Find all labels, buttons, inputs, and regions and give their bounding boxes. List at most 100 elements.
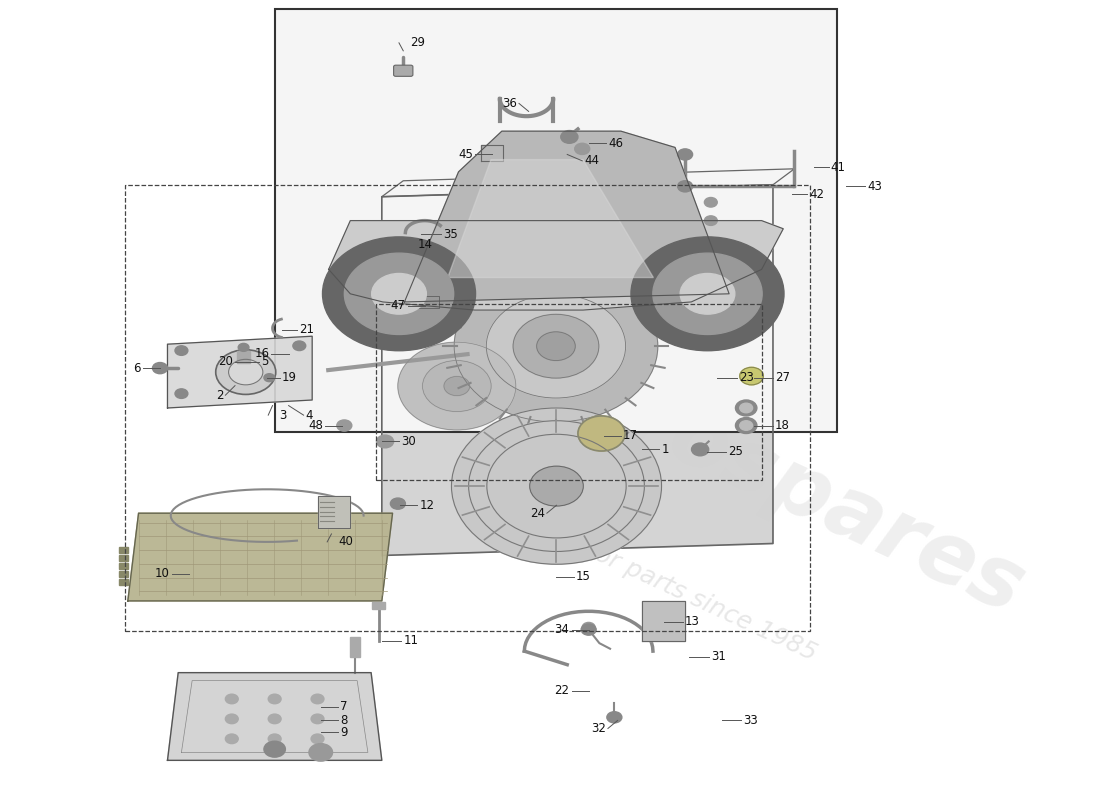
Circle shape xyxy=(739,421,752,430)
Circle shape xyxy=(311,714,324,724)
Circle shape xyxy=(678,181,693,192)
Circle shape xyxy=(692,443,708,456)
Circle shape xyxy=(451,408,661,564)
Circle shape xyxy=(704,198,717,207)
Text: 12: 12 xyxy=(419,498,435,512)
Circle shape xyxy=(444,377,470,396)
Text: 32: 32 xyxy=(591,722,606,735)
Text: 46: 46 xyxy=(608,137,623,150)
Text: 47: 47 xyxy=(390,299,406,313)
Text: 43: 43 xyxy=(867,180,882,193)
Circle shape xyxy=(578,416,625,451)
Bar xyxy=(372,602,385,609)
Circle shape xyxy=(704,216,717,226)
Circle shape xyxy=(264,742,285,757)
Circle shape xyxy=(530,466,583,506)
Polygon shape xyxy=(410,296,439,308)
Circle shape xyxy=(175,389,188,398)
Circle shape xyxy=(487,434,626,538)
Polygon shape xyxy=(382,169,794,197)
Polygon shape xyxy=(128,514,393,601)
Text: 44: 44 xyxy=(584,154,600,167)
Circle shape xyxy=(311,734,324,744)
Text: 36: 36 xyxy=(502,97,517,110)
Text: 20: 20 xyxy=(218,355,233,368)
Text: 42: 42 xyxy=(810,188,824,201)
Text: 33: 33 xyxy=(742,714,758,727)
FancyBboxPatch shape xyxy=(275,10,837,432)
Text: 23: 23 xyxy=(739,371,754,384)
Text: 13: 13 xyxy=(685,615,700,628)
Circle shape xyxy=(337,420,352,431)
Circle shape xyxy=(739,403,752,413)
Circle shape xyxy=(344,253,453,334)
Circle shape xyxy=(268,714,282,724)
Text: 17: 17 xyxy=(623,430,638,442)
Circle shape xyxy=(390,498,406,510)
Bar xyxy=(119,579,128,585)
Text: 30: 30 xyxy=(402,435,416,448)
Polygon shape xyxy=(642,601,685,641)
Circle shape xyxy=(469,421,645,551)
Bar xyxy=(119,571,128,577)
Text: 14: 14 xyxy=(417,238,432,251)
Bar xyxy=(238,350,250,363)
Text: 16: 16 xyxy=(254,347,270,360)
Circle shape xyxy=(513,314,598,378)
Circle shape xyxy=(652,253,762,334)
Bar xyxy=(350,637,361,657)
Bar xyxy=(119,547,128,553)
Circle shape xyxy=(678,149,693,160)
Text: 10: 10 xyxy=(155,567,169,580)
Text: 8: 8 xyxy=(340,714,348,727)
Circle shape xyxy=(268,694,282,704)
Polygon shape xyxy=(167,336,312,408)
Text: 45: 45 xyxy=(458,148,473,161)
Circle shape xyxy=(581,624,596,635)
Circle shape xyxy=(229,359,263,385)
Circle shape xyxy=(372,274,427,314)
Text: eurospares: eurospares xyxy=(508,327,1037,632)
Polygon shape xyxy=(329,221,783,310)
Text: 5: 5 xyxy=(261,355,268,368)
Text: 27: 27 xyxy=(776,371,790,384)
Circle shape xyxy=(311,694,324,704)
Polygon shape xyxy=(482,145,503,161)
Text: 35: 35 xyxy=(443,228,458,241)
Text: 24: 24 xyxy=(530,506,544,520)
Text: 18: 18 xyxy=(776,419,790,432)
Text: 6: 6 xyxy=(133,362,141,374)
Text: 19: 19 xyxy=(283,371,297,384)
Circle shape xyxy=(268,734,282,744)
Circle shape xyxy=(422,361,491,411)
Circle shape xyxy=(486,294,626,398)
Polygon shape xyxy=(363,281,402,304)
Circle shape xyxy=(537,332,575,361)
Text: 9: 9 xyxy=(340,726,348,739)
Circle shape xyxy=(561,130,578,143)
Circle shape xyxy=(175,346,188,355)
Circle shape xyxy=(309,744,332,761)
Circle shape xyxy=(322,237,475,350)
Circle shape xyxy=(239,343,249,351)
Circle shape xyxy=(153,362,167,374)
Text: 48: 48 xyxy=(308,419,323,432)
Circle shape xyxy=(226,694,239,704)
Polygon shape xyxy=(318,496,350,527)
Text: 31: 31 xyxy=(711,650,726,663)
Text: 15: 15 xyxy=(575,570,591,583)
Text: 4: 4 xyxy=(306,409,313,422)
Text: 11: 11 xyxy=(404,634,418,647)
Text: 2: 2 xyxy=(216,389,223,402)
FancyBboxPatch shape xyxy=(394,65,412,76)
Circle shape xyxy=(736,418,757,434)
Text: 40: 40 xyxy=(338,535,353,549)
Circle shape xyxy=(680,274,735,314)
Circle shape xyxy=(582,622,595,632)
Circle shape xyxy=(226,734,239,744)
Text: 34: 34 xyxy=(554,623,570,636)
Circle shape xyxy=(736,400,757,416)
Text: a passion for parts since 1985: a passion for parts since 1985 xyxy=(469,485,821,666)
Polygon shape xyxy=(448,160,653,278)
Text: 21: 21 xyxy=(299,323,315,336)
